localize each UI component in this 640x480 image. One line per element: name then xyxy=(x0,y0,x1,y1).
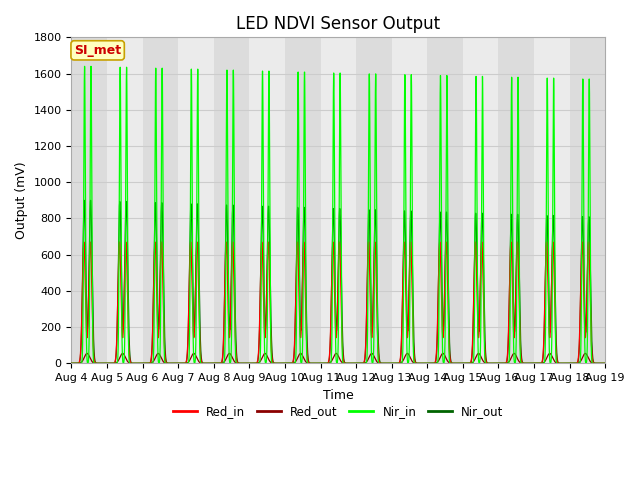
Bar xyxy=(356,37,392,363)
X-axis label: Time: Time xyxy=(323,389,354,402)
Bar xyxy=(143,37,178,363)
Bar xyxy=(250,37,285,363)
Bar xyxy=(72,37,107,363)
Bar xyxy=(285,37,321,363)
Bar xyxy=(428,37,463,363)
Bar xyxy=(178,37,214,363)
Title: LED NDVI Sensor Output: LED NDVI Sensor Output xyxy=(236,15,440,33)
Text: SI_met: SI_met xyxy=(74,44,121,57)
Bar xyxy=(107,37,143,363)
Bar xyxy=(499,37,534,363)
Legend: Red_in, Red_out, Nir_in, Nir_out: Red_in, Red_out, Nir_in, Nir_out xyxy=(168,400,508,423)
Bar xyxy=(392,37,428,363)
Bar xyxy=(463,37,499,363)
Bar xyxy=(321,37,356,363)
Bar xyxy=(214,37,250,363)
Y-axis label: Output (mV): Output (mV) xyxy=(15,162,28,239)
Bar xyxy=(570,37,605,363)
Bar xyxy=(534,37,570,363)
